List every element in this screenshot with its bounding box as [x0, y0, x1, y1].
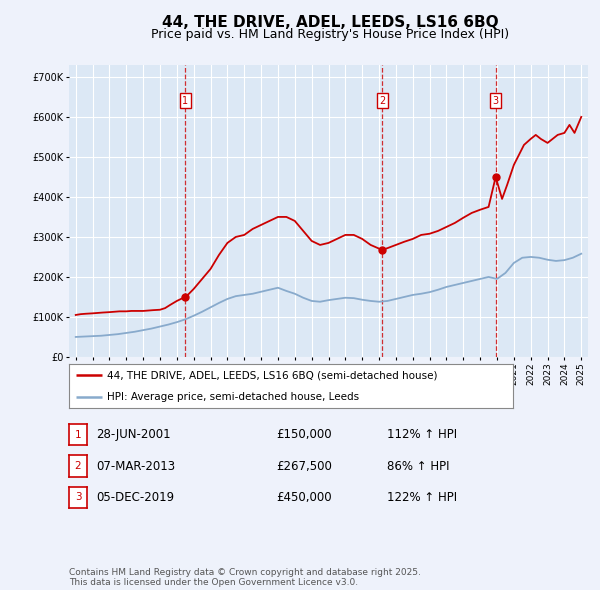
Text: 122% ↑ HPI: 122% ↑ HPI — [387, 491, 457, 504]
Text: 112% ↑ HPI: 112% ↑ HPI — [387, 428, 457, 441]
Text: 3: 3 — [74, 493, 82, 502]
Text: 44, THE DRIVE, ADEL, LEEDS, LS16 6BQ (semi-detached house): 44, THE DRIVE, ADEL, LEEDS, LS16 6BQ (se… — [107, 370, 437, 380]
Text: 86% ↑ HPI: 86% ↑ HPI — [387, 460, 449, 473]
Text: 05-DEC-2019: 05-DEC-2019 — [96, 491, 174, 504]
Text: 44, THE DRIVE, ADEL, LEEDS, LS16 6BQ: 44, THE DRIVE, ADEL, LEEDS, LS16 6BQ — [161, 15, 499, 30]
Text: £150,000: £150,000 — [276, 428, 332, 441]
Text: Contains HM Land Registry data © Crown copyright and database right 2025.
This d: Contains HM Land Registry data © Crown c… — [69, 568, 421, 587]
Text: 2: 2 — [74, 461, 82, 471]
Text: £450,000: £450,000 — [276, 491, 332, 504]
Text: 28-JUN-2001: 28-JUN-2001 — [96, 428, 170, 441]
Text: 3: 3 — [493, 96, 499, 106]
Text: Price paid vs. HM Land Registry's House Price Index (HPI): Price paid vs. HM Land Registry's House … — [151, 28, 509, 41]
Text: £267,500: £267,500 — [276, 460, 332, 473]
Text: 2: 2 — [379, 96, 385, 106]
Text: 1: 1 — [74, 430, 82, 440]
Text: 1: 1 — [182, 96, 188, 106]
Text: 07-MAR-2013: 07-MAR-2013 — [96, 460, 175, 473]
Text: HPI: Average price, semi-detached house, Leeds: HPI: Average price, semi-detached house,… — [107, 392, 359, 402]
